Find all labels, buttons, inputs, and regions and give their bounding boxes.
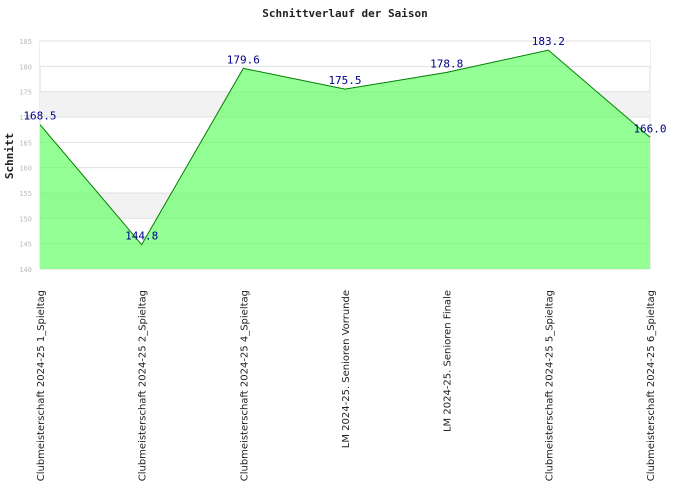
chart-title: Schnittverlauf der Saison bbox=[262, 7, 428, 20]
x-tick-label: Clubmeisterschaft 2024-25 2_Spieltag bbox=[138, 290, 149, 481]
y-tick-label: 140 bbox=[19, 266, 32, 274]
area-fill bbox=[40, 50, 650, 270]
data-label: 144.8 bbox=[125, 230, 158, 243]
data-label: 183.2 bbox=[532, 35, 565, 48]
y-tick-label: 185 bbox=[19, 38, 32, 46]
data-labels: 168.5 144.8 179.6 175.5 178.8 183.2 166.0 bbox=[23, 35, 666, 243]
x-tick-label: Clubmeisterschaft 2024-25 1_Spieltag bbox=[36, 290, 47, 481]
y-axis-label: Schnitt bbox=[3, 133, 16, 179]
y-tick-label: 150 bbox=[19, 215, 32, 223]
y-tick-label: 175 bbox=[19, 89, 32, 97]
y-tick-label: 180 bbox=[19, 63, 32, 71]
y-tick-label: 145 bbox=[19, 241, 32, 249]
x-axis-ticks: Clubmeisterschaft 2024-25 1_Spieltag Club… bbox=[36, 290, 657, 481]
data-label: 166.0 bbox=[633, 122, 666, 135]
y-tick-label: 165 bbox=[19, 139, 32, 147]
data-label: 178.8 bbox=[430, 57, 463, 70]
x-tick-label: LM 2024-25. Senioren Vorrunde bbox=[341, 290, 352, 448]
x-tick-label: Clubmeisterschaft 2024-25 6_Spieltag bbox=[646, 290, 657, 481]
y-tick-label: 170 bbox=[19, 114, 32, 122]
y-tick-label: 155 bbox=[19, 190, 32, 198]
y-tick-label: 160 bbox=[19, 165, 32, 173]
area-series bbox=[39, 49, 651, 270]
x-tick-label: Clubmeisterschaft 2024-25 4_Spieltag bbox=[239, 290, 250, 481]
data-label: 179.6 bbox=[227, 53, 260, 66]
data-label: 175.5 bbox=[328, 74, 361, 87]
x-tick-label: LM 2024-25. Senioren Finale bbox=[443, 290, 454, 432]
data-label: 168.5 bbox=[23, 110, 56, 123]
x-tick-label: Clubmeisterschaft 2024-25 5_Spieltag bbox=[544, 290, 555, 481]
series-line bbox=[39, 49, 651, 246]
y-axis-ticks: 140 145 150 155 160 165 170 175 180 185 bbox=[19, 38, 32, 274]
